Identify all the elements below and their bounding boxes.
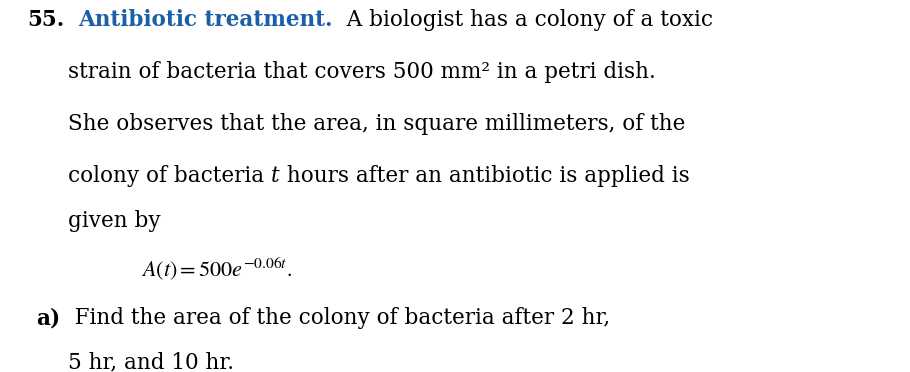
Text: $A(t) = 500e^{-0.06t}.$: $A(t) = 500e^{-0.06t}.$ [141, 255, 292, 282]
Text: t: t [271, 165, 280, 187]
Text: 55.: 55. [27, 9, 65, 31]
Text: She observes that the area, in square millimeters, of the: She observes that the area, in square mi… [68, 113, 685, 135]
Text: hours after an antibiotic is applied is: hours after an antibiotic is applied is [280, 165, 690, 187]
Text: Find the area of the colony of bacteria after 2 hr,: Find the area of the colony of bacteria … [61, 307, 610, 329]
Text: A biologist has a colony of a toxic: A biologist has a colony of a toxic [333, 9, 713, 31]
Text: colony of bacteria: colony of bacteria [68, 165, 271, 187]
Text: a): a) [36, 307, 61, 329]
Text: strain of bacteria that covers 500 mm² in a petri dish.: strain of bacteria that covers 500 mm² i… [68, 61, 656, 83]
Text: given by: given by [68, 210, 161, 232]
Text: 5 hr, and 10 hr.: 5 hr, and 10 hr. [68, 351, 234, 372]
Text: Antibiotic treatment.: Antibiotic treatment. [78, 9, 333, 31]
